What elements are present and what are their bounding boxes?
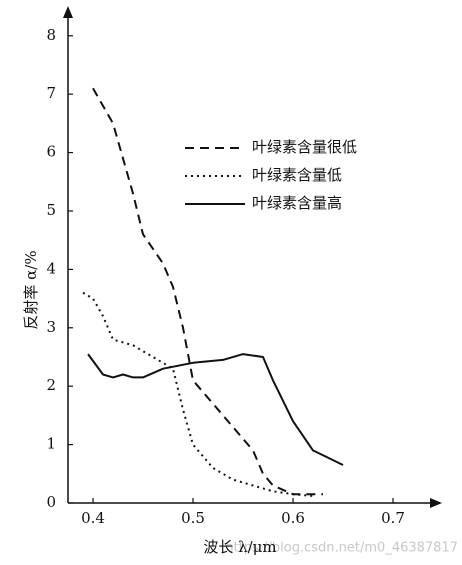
series-line: [82, 291, 314, 497]
y-tick-label: 6: [46, 143, 56, 161]
x-tick-label: 0.6: [281, 509, 305, 527]
x-tick-label: 0.5: [181, 509, 205, 527]
series-line: [92, 87, 323, 496]
x-axis-arrow: [430, 498, 442, 508]
y-axis-arrow: [63, 6, 73, 18]
x-axis-label: 波长 λ/μm: [203, 538, 276, 556]
y-tick-label: 2: [46, 376, 56, 394]
y-tick-label: 8: [46, 26, 56, 44]
series-line: [87, 353, 344, 466]
y-tick-label: 7: [46, 84, 56, 102]
y-tick-label: 4: [46, 259, 56, 277]
legend-label: 叶绿素含量低: [252, 166, 342, 184]
y-tick-label: 5: [46, 201, 56, 219]
y-tick-label: 3: [46, 318, 56, 336]
y-tick-label: 1: [46, 435, 56, 453]
legend-label: 叶绿素含量高: [252, 194, 342, 212]
y-tick-label: 0: [46, 493, 56, 511]
y-axis-label: 反射率 α/%: [22, 250, 40, 329]
x-tick-label: 0.7: [381, 509, 405, 527]
x-tick-label: 0.4: [81, 509, 105, 527]
legend-label: 叶绿素含量很低: [252, 138, 357, 156]
watermark: https://blog.csdn.net/m0_46387817: [225, 541, 458, 556]
